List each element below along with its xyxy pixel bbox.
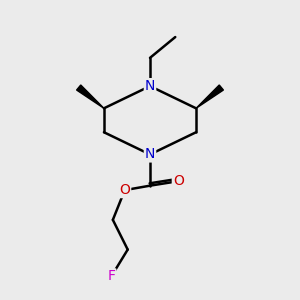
Text: N: N (145, 148, 155, 161)
Polygon shape (76, 85, 104, 108)
Polygon shape (196, 85, 224, 108)
Text: O: O (173, 174, 184, 188)
Text: F: F (107, 269, 116, 283)
Text: N: N (145, 79, 155, 93)
Text: O: O (119, 183, 130, 197)
